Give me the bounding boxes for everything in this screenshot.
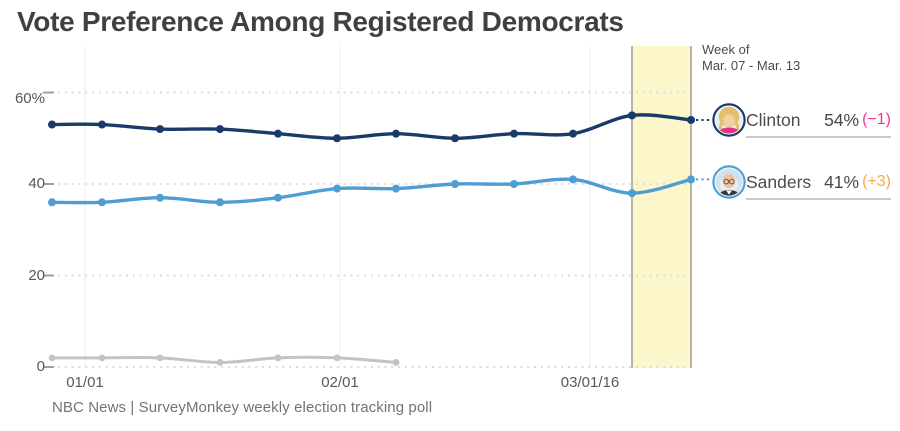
sanders-label: Sanders: [746, 171, 812, 192]
annotation-line2: Mar. 07 - Mar. 13: [702, 58, 801, 73]
x-axis-label-mar: 03/01/16: [560, 374, 620, 391]
annotation-line1: Week of: [702, 42, 750, 57]
page-title: Vote Preference Among Registered Democra…: [17, 6, 624, 37]
clinton-avatar: [712, 103, 746, 137]
legend-row-sanders: Sanders 41% (+3): [746, 166, 891, 200]
y-axis-label-0: 0: [36, 358, 45, 375]
y-axis-label-20: 20: [28, 267, 45, 284]
source-credit: NBC News | SurveyMonkey weekly election …: [52, 399, 433, 416]
x-axis-label-jan: 01/01: [66, 374, 104, 391]
legend-row-clinton: Clinton 54% (−1): [746, 104, 891, 138]
sanders-value: 41%: [824, 171, 860, 192]
x-axis-label-feb: 02/01: [321, 374, 359, 391]
clinton-label: Clinton: [746, 109, 801, 130]
y-axis-label-40: 40: [28, 175, 45, 192]
highlight-week-annotation: Week of Mar. 07 - Mar. 13: [702, 42, 800, 74]
y-axis-label-60: 60%: [14, 90, 45, 107]
sanders-delta: (+3): [862, 173, 891, 190]
sanders-avatar: [712, 165, 746, 199]
clinton-delta: (−1): [862, 111, 891, 128]
clinton-value: 54%: [824, 109, 860, 130]
